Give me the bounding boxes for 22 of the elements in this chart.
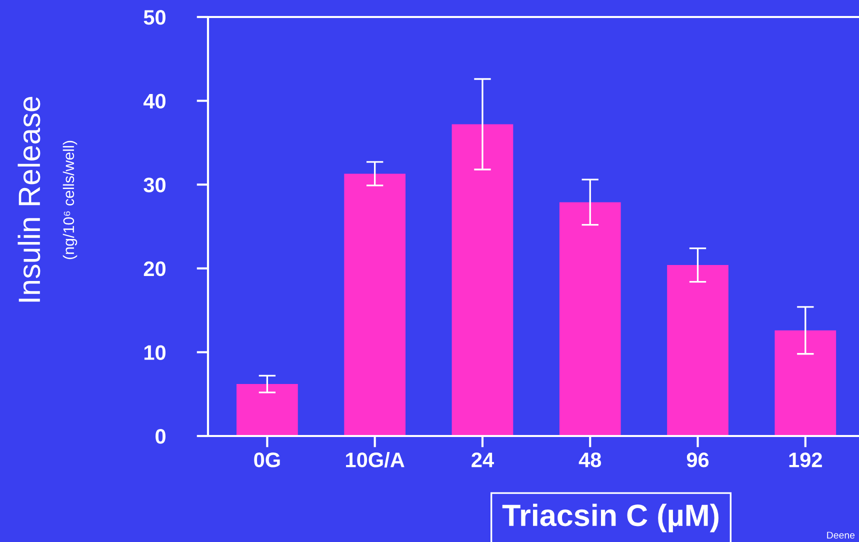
bar [344,174,406,436]
x-tick-label: 96 [686,452,709,468]
y-tick-label: 30 [144,178,166,192]
y-tick-label: 50 [144,10,166,25]
y-axis-title: Insulin Release [18,96,40,302]
x-axis-title: Triacsin C (µM) [502,504,718,532]
bar [236,384,298,436]
bar [452,124,514,436]
text: (ng/10⁶ cells/well) [62,140,78,260]
y-tick-label: 10 [144,345,166,360]
x-tick-label: 24 [472,452,494,468]
x-tick-label: 0G [254,452,280,468]
x-tick-label: 192 [789,452,822,468]
x-tick-label: 10G/A [346,452,404,468]
y-tick-label: 20 [144,261,166,276]
bar [559,202,621,436]
y-tick-label: 40 [143,94,166,109]
x-tick-label: 48 [578,452,602,468]
bar [774,330,836,436]
text: Deene [827,532,855,539]
y-tick-label: 0 [156,429,166,444]
bar [667,265,728,436]
